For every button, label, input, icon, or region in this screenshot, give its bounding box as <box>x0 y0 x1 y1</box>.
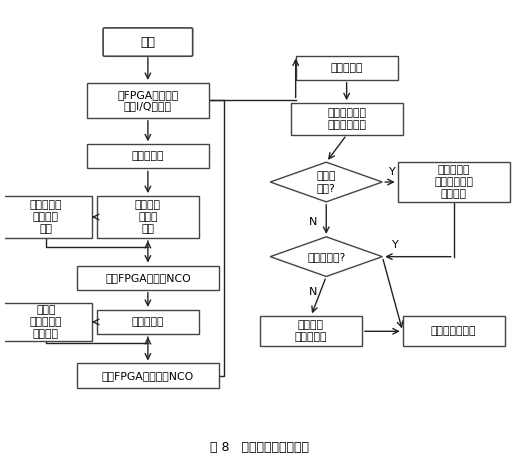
Text: 锁相环
鉴相、环路
滤波处理: 锁相环 鉴相、环路 滤波处理 <box>30 306 62 338</box>
FancyBboxPatch shape <box>291 103 402 135</box>
Polygon shape <box>270 162 382 202</box>
Text: 从FPGA读取当前
通道I/Q相关值: 从FPGA读取当前 通道I/Q相关值 <box>118 89 178 111</box>
Text: 码环鉴相、
环路滤波
处理: 码环鉴相、 环路滤波 处理 <box>30 200 62 234</box>
Text: 通道状态
设置为牵引: 通道状态 设置为牵引 <box>295 320 327 342</box>
Polygon shape <box>270 237 382 277</box>
FancyBboxPatch shape <box>402 316 504 347</box>
FancyBboxPatch shape <box>0 303 92 341</box>
Text: 调用锁相环: 调用锁相环 <box>132 317 164 327</box>
Text: Y: Y <box>389 167 396 177</box>
FancyBboxPatch shape <box>76 266 219 290</box>
Text: 图 8   跟踪子程序的流程图: 图 8 跟踪子程序的流程图 <box>211 441 309 455</box>
Text: 帧同步
成功?: 帧同步 成功? <box>317 171 336 193</box>
FancyBboxPatch shape <box>398 162 510 202</box>
FancyBboxPatch shape <box>103 28 193 56</box>
FancyBboxPatch shape <box>260 316 362 347</box>
Text: N: N <box>309 218 318 228</box>
Text: 更新FPGA系统载波NCO: 更新FPGA系统载波NCO <box>102 371 194 381</box>
FancyBboxPatch shape <box>76 364 219 388</box>
Text: 计算功率值: 计算功率值 <box>132 151 164 161</box>
FancyBboxPatch shape <box>296 56 398 80</box>
Text: 将获取导航
电文处理压入
任务序列: 将获取导航 电文处理压入 任务序列 <box>434 166 473 198</box>
FancyBboxPatch shape <box>87 83 209 118</box>
Text: 更新FPGA系统码NCO: 更新FPGA系统码NCO <box>105 273 191 283</box>
Text: Y: Y <box>392 240 398 250</box>
FancyBboxPatch shape <box>0 196 92 238</box>
Text: N: N <box>309 287 318 297</box>
Text: 估计载噪比: 估计载噪比 <box>330 63 363 73</box>
Text: 调用码环
子处理
程序: 调用码环 子处理 程序 <box>135 200 161 234</box>
Text: 跳出跟踪子程序: 跳出跟踪子程序 <box>431 326 476 337</box>
FancyBboxPatch shape <box>87 144 209 169</box>
Text: 开始: 开始 <box>140 36 155 49</box>
FancyBboxPatch shape <box>97 310 199 334</box>
Text: 相位已锁定?: 相位已锁定? <box>307 252 345 262</box>
Text: 将帧同步处理
压入任务序列: 将帧同步处理 压入任务序列 <box>327 108 366 130</box>
FancyBboxPatch shape <box>97 196 199 238</box>
